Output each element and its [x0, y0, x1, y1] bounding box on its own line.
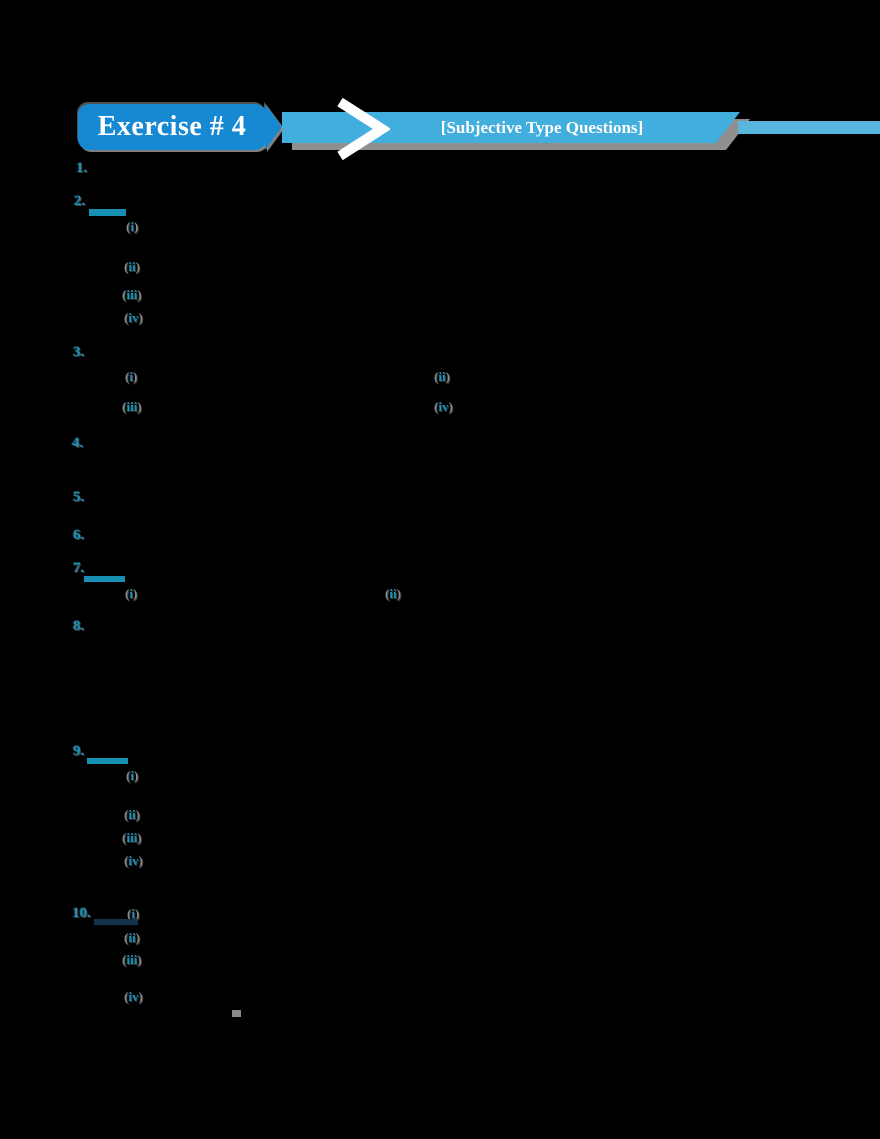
- paren: ): [137, 952, 142, 967]
- paren: (: [434, 399, 439, 414]
- paren: ): [135, 807, 140, 822]
- banner-title: [Subjective Type Questions]: [440, 117, 644, 137]
- sub-item-marker: (i): [125, 369, 138, 384]
- rule-line: [89, 209, 126, 216]
- header-strip: [738, 121, 880, 134]
- paren: (: [124, 989, 129, 1004]
- paren: (: [122, 287, 127, 302]
- paren: (: [125, 369, 130, 384]
- paren: (: [125, 586, 130, 601]
- sub-item-marker: (ii): [124, 259, 140, 274]
- sub-item-marker: (iii): [122, 399, 142, 414]
- sub-item-marker: (ii): [124, 930, 140, 945]
- question-number: 3.: [73, 344, 85, 360]
- paren: ): [133, 219, 139, 234]
- paren: (: [126, 219, 131, 234]
- paren: ): [448, 399, 453, 414]
- question-number: 8.: [73, 618, 85, 634]
- rule-line: [84, 576, 125, 582]
- exercise-tag: Exercise # 4: [78, 104, 266, 150]
- sub-item-marker: (iv): [124, 989, 143, 1004]
- sub-item-marker: (ii): [385, 586, 401, 601]
- paren: ): [132, 586, 138, 601]
- paren: ): [138, 989, 143, 1004]
- paren: (: [122, 399, 127, 414]
- paren: ): [134, 906, 140, 921]
- paren: (: [124, 807, 129, 822]
- sub-item-marker: (i): [125, 586, 138, 601]
- paren: (: [434, 369, 439, 384]
- paren: ): [137, 287, 142, 302]
- paren: ): [138, 853, 143, 868]
- sub-item-marker: (iii): [122, 287, 142, 302]
- chevron-right-icon: [337, 98, 390, 160]
- paren: ): [135, 259, 140, 274]
- paren: ): [137, 399, 142, 414]
- question-number: 5.: [73, 489, 85, 505]
- sub-item-marker: (iii): [122, 952, 142, 967]
- paren: (: [385, 586, 390, 601]
- paren: ): [445, 369, 450, 384]
- question-number: 9.: [73, 743, 85, 759]
- rule-line: [94, 919, 138, 925]
- scan-artifact: [232, 1010, 241, 1017]
- sub-item-marker: (i): [126, 768, 139, 783]
- question-number: 2.: [74, 193, 86, 209]
- question-number: 10.: [72, 905, 91, 921]
- paren: ): [135, 930, 140, 945]
- paren: (: [124, 259, 129, 274]
- exercise-title: Exercise # 4: [97, 111, 247, 142]
- paren: ): [132, 369, 138, 384]
- paren: (: [124, 853, 129, 868]
- sub-item-marker: (i): [126, 219, 139, 234]
- paren: ): [133, 768, 139, 783]
- sub-item-marker: (ii): [124, 807, 140, 822]
- sub-item-marker: (iii): [122, 830, 142, 845]
- sub-item-marker: (ii): [434, 369, 450, 384]
- question-number: 4.: [72, 435, 84, 451]
- paren: (: [126, 768, 131, 783]
- sub-item-marker: (iv): [124, 310, 143, 325]
- sub-item-marker: (iv): [434, 399, 453, 414]
- question-number: 7.: [73, 560, 85, 576]
- paren: ): [137, 830, 142, 845]
- paren: (: [127, 906, 132, 921]
- sub-item-marker: (iv): [124, 853, 143, 868]
- rule-line: [87, 758, 128, 764]
- paren: ): [138, 310, 143, 325]
- question-number: 1.: [76, 160, 88, 176]
- paren: (: [122, 830, 127, 845]
- paren: (: [124, 310, 129, 325]
- sub-item-marker: (i): [127, 906, 140, 921]
- paren: ): [396, 586, 401, 601]
- question-number: 6.: [73, 527, 85, 543]
- paren: (: [122, 952, 127, 967]
- paren: (: [124, 930, 129, 945]
